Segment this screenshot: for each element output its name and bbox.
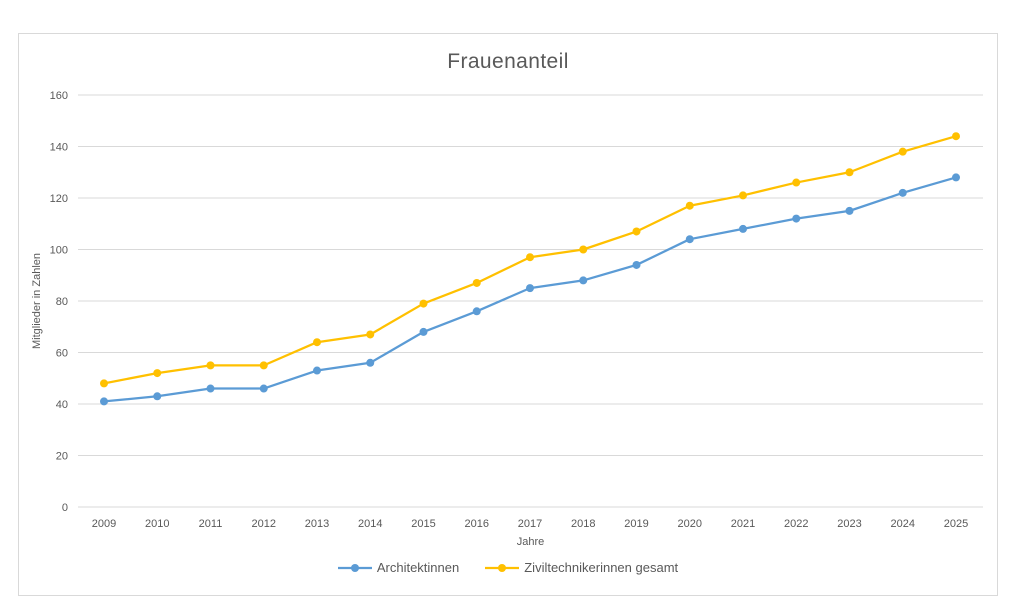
y-tick-label: 160: [50, 90, 68, 102]
x-tick-label: 2012: [252, 518, 276, 530]
x-tick-label: 2023: [837, 518, 861, 530]
legend-item-ziviltechnikerinnen: Ziviltechnikerinnen gesamt: [485, 560, 678, 575]
y-tick-label: 0: [62, 502, 68, 514]
data-point: [952, 132, 960, 141]
x-tick-label: 2018: [571, 518, 595, 530]
x-tick-label: 2016: [465, 518, 489, 530]
data-point: [313, 366, 321, 375]
legend-label: Ziviltechnikerinnen gesamt: [524, 560, 679, 575]
y-tick-label: 120: [50, 193, 68, 205]
data-point: [100, 379, 108, 388]
data-point: [685, 235, 694, 244]
data-point: [526, 284, 534, 293]
x-tick-label: 2020: [678, 518, 702, 530]
data-point: [739, 191, 747, 200]
data-point: [792, 214, 801, 223]
legend-marker-icon: [337, 563, 372, 572]
x-axis-title: Jahre: [516, 536, 545, 548]
data-point: [366, 358, 375, 367]
y-tick-label: 40: [56, 399, 68, 411]
x-tick-label: 2019: [624, 518, 648, 530]
legend-label: Architektinnen: [376, 560, 460, 575]
data-point: [472, 278, 481, 287]
data-point: [259, 361, 268, 370]
x-tick-label: 2025: [944, 518, 968, 530]
legend-item-architektinnen: Architektinnen: [337, 560, 460, 575]
x-tick-label: 2014: [358, 518, 382, 530]
data-point: [259, 384, 268, 393]
data-point: [153, 369, 162, 378]
data-point: [472, 307, 481, 316]
data-point: [898, 188, 907, 197]
data-point: [206, 361, 215, 370]
data-point: [685, 201, 694, 210]
x-tick-label: 2017: [518, 518, 542, 530]
x-tick-label: 2013: [305, 518, 329, 530]
data-point: [206, 384, 215, 393]
data-point: [419, 299, 428, 308]
y-tick-label: 100: [50, 245, 68, 257]
data-point: [952, 173, 960, 182]
x-tick-label: 2009: [92, 518, 116, 530]
data-point: [100, 397, 108, 406]
x-tick-label: 2015: [411, 518, 435, 530]
legend-marker-icon: [485, 563, 520, 572]
y-tick-label: 20: [56, 451, 68, 463]
data-point: [313, 338, 321, 347]
data-point: [898, 147, 907, 156]
data-point: [845, 168, 854, 177]
x-tick-label: 2022: [784, 518, 808, 530]
data-point: [579, 276, 588, 285]
y-tick-label: 140: [50, 142, 68, 154]
x-tick-label: 2011: [199, 518, 223, 530]
x-tick-label: 2010: [145, 518, 169, 530]
data-point: [845, 206, 854, 215]
y-tick-label: 60: [56, 348, 68, 360]
data-point: [739, 224, 747, 233]
data-point: [632, 260, 641, 269]
chart-frame: [18, 33, 998, 596]
data-point: [366, 330, 375, 339]
chart-title: Frauenanteil: [447, 50, 569, 73]
x-tick-label: 2024: [891, 518, 915, 530]
data-point: [632, 227, 641, 236]
data-point: [526, 253, 534, 262]
y-tick-label: 80: [56, 296, 68, 308]
data-point: [579, 245, 588, 254]
data-point: [153, 392, 162, 401]
x-tick-label: 2021: [731, 518, 755, 530]
data-point: [792, 178, 801, 187]
data-point: [419, 327, 428, 336]
legend: Architektinnen Ziviltechnikerinnen gesamt: [18, 560, 998, 575]
